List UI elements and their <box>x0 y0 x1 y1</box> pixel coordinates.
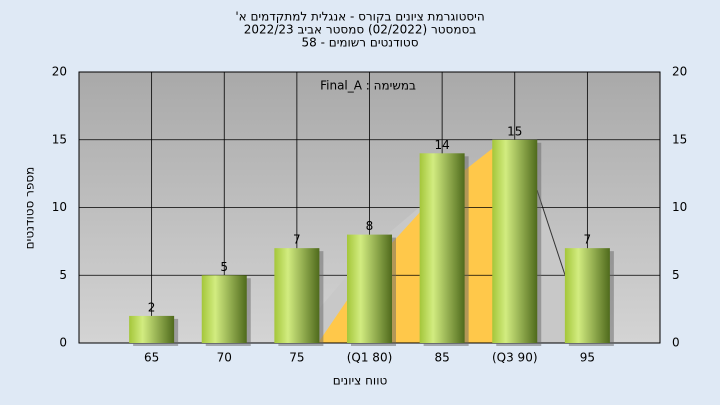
chart-subtitle: סטודנטים רשומים - 58 <box>301 36 418 50</box>
chart-title: היסטוגרמת ציונים בקורס - אנגלית למתקדמים… <box>235 10 484 24</box>
x-tick-label: (Q3 90) <box>492 351 538 365</box>
y-tick-label: 10 <box>52 200 67 214</box>
bar <box>419 153 465 343</box>
value-label: 7 <box>293 233 301 247</box>
y-axis-label: מספר סטודנטים <box>23 167 37 250</box>
y-tick-label: 15 <box>52 132 67 146</box>
y2-tick-label: 20 <box>672 65 687 79</box>
y-tick-label: 5 <box>59 268 67 282</box>
bar <box>492 139 538 343</box>
bar <box>201 275 247 343</box>
y2-tick-label: 0 <box>672 336 680 350</box>
value-label: 15 <box>507 124 522 138</box>
bar <box>129 315 175 343</box>
value-label: 5 <box>220 260 228 274</box>
value-label: 8 <box>366 219 374 233</box>
annotation: במשימה : Final_A <box>320 79 416 93</box>
bar <box>347 234 392 343</box>
y-tick-label: 20 <box>52 65 67 79</box>
value-label: 7 <box>584 233 592 247</box>
y2-tick-label: 5 <box>672 268 680 282</box>
x-tick-label: 85 <box>434 351 449 365</box>
x-tick-label: 95 <box>580 351 595 365</box>
bar <box>274 248 320 343</box>
bar <box>564 248 610 343</box>
value-label: 2 <box>148 300 156 314</box>
x-tick-label: 65 <box>144 351 159 365</box>
x-tick-label: 70 <box>217 351 232 365</box>
x-axis-label: טווח ציונים <box>333 374 388 388</box>
distribution-line <box>536 189 566 276</box>
x-tick-label: 75 <box>289 351 304 365</box>
value-label: 14 <box>434 138 449 152</box>
chart-subtitle: בסמסטר (02/2022) סמסטר אביב 2022/23 <box>244 23 476 37</box>
y2-tick-label: 15 <box>672 132 687 146</box>
y2-tick-label: 10 <box>672 200 687 214</box>
x-tick-label: (Q1 80) <box>347 351 393 365</box>
y-tick-label: 0 <box>59 336 67 350</box>
